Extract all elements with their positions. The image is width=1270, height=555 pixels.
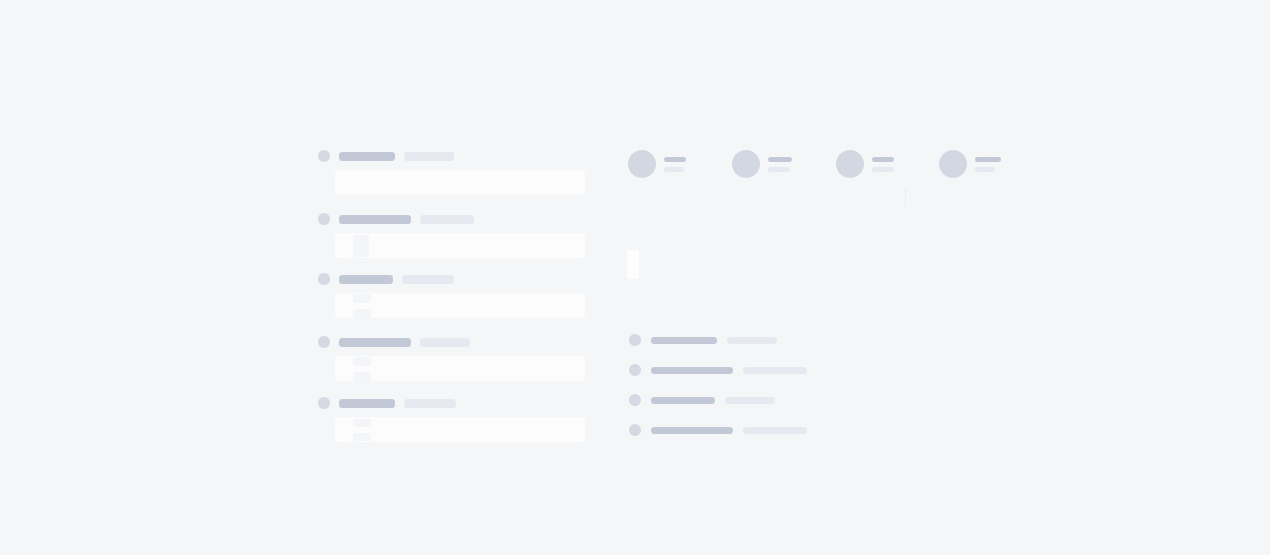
field-label-row — [318, 148, 585, 164]
field-hint-placeholder — [420, 337, 470, 347]
avatar-meta-placeholder — [768, 166, 790, 172]
avatar-text-lines — [768, 156, 792, 172]
avatar-skeleton-item[interactable] — [628, 150, 686, 178]
field-bullet-icon — [318, 213, 330, 225]
field-label-placeholder — [339, 214, 411, 224]
avatar-skeleton-item[interactable] — [732, 150, 792, 178]
list-secondary-placeholder — [743, 426, 807, 434]
list-rows-skeleton-group — [629, 334, 819, 436]
avatar-name-placeholder — [664, 156, 686, 162]
partial-render-strip — [627, 250, 639, 279]
field-bullet-icon — [318, 273, 330, 285]
avatar-icon — [939, 150, 967, 178]
input-shimmer-block — [353, 372, 371, 381]
field-input-placeholder[interactable] — [335, 293, 585, 318]
form-field-skeleton — [318, 271, 585, 318]
field-hint-placeholder — [420, 214, 474, 224]
list-primary-placeholder — [651, 336, 717, 344]
field-input-placeholder[interactable] — [335, 356, 585, 381]
avatar-text-lines — [975, 156, 1001, 172]
field-bullet-icon — [318, 150, 330, 162]
list-secondary-placeholder — [743, 366, 807, 374]
field-hint-placeholder — [404, 398, 456, 408]
input-shimmer-block — [353, 433, 371, 441]
list-primary-placeholder — [651, 366, 733, 374]
list-bullet-icon — [629, 394, 641, 406]
input-shimmer-block — [353, 357, 371, 366]
avatar-meta-placeholder — [664, 166, 684, 172]
list-secondary-placeholder — [727, 336, 777, 344]
field-bullet-icon — [318, 397, 330, 409]
avatar-meta-placeholder — [975, 166, 995, 172]
avatar-name-placeholder — [872, 156, 894, 162]
list-bullet-icon — [629, 334, 641, 346]
avatar-name-placeholder — [768, 156, 792, 162]
avatar-icon — [732, 150, 760, 178]
list-secondary-placeholder — [725, 396, 775, 404]
avatar-text-lines — [664, 156, 686, 172]
avatar-icon — [628, 150, 656, 178]
input-shimmer-block — [353, 309, 371, 318]
field-input-placeholder[interactable] — [335, 170, 585, 195]
field-label-row — [318, 271, 585, 287]
avatar-skeleton-item[interactable] — [939, 150, 1001, 178]
avatar-icon — [836, 150, 864, 178]
field-hint-placeholder — [402, 274, 454, 284]
field-label-placeholder — [339, 151, 395, 161]
field-label-placeholder — [339, 337, 411, 347]
field-input-placeholder[interactable] — [335, 233, 585, 258]
list-item[interactable] — [629, 334, 819, 346]
avatar-row-skeleton-group — [628, 150, 1001, 178]
form-field-skeleton — [318, 395, 585, 442]
field-label-row — [318, 395, 585, 411]
list-primary-placeholder — [651, 426, 733, 434]
form-field-skeleton — [318, 334, 585, 381]
list-bullet-icon — [629, 364, 641, 376]
list-item[interactable] — [629, 394, 819, 406]
field-label-placeholder — [339, 398, 395, 408]
field-label-row — [318, 211, 585, 227]
field-label-placeholder — [339, 274, 393, 284]
list-bullet-icon — [629, 424, 641, 436]
avatar-meta-placeholder — [872, 166, 894, 172]
list-item[interactable] — [629, 424, 819, 436]
field-bullet-icon — [318, 336, 330, 348]
form-field-skeleton — [318, 148, 585, 195]
avatar-skeleton-item[interactable] — [836, 150, 894, 178]
form-field-skeleton — [318, 211, 585, 258]
field-hint-placeholder — [404, 151, 454, 161]
input-shimmer-block — [353, 235, 369, 257]
avatar-name-placeholder — [975, 156, 1001, 162]
input-shimmer-block — [353, 294, 371, 303]
avatar-text-lines — [872, 156, 894, 172]
faint-vertical-divider-icon — [905, 188, 906, 207]
input-shimmer-block — [353, 419, 371, 427]
list-primary-placeholder — [651, 396, 715, 404]
field-input-placeholder[interactable] — [335, 417, 585, 442]
list-item[interactable] — [629, 364, 819, 376]
field-label-row — [318, 334, 585, 350]
